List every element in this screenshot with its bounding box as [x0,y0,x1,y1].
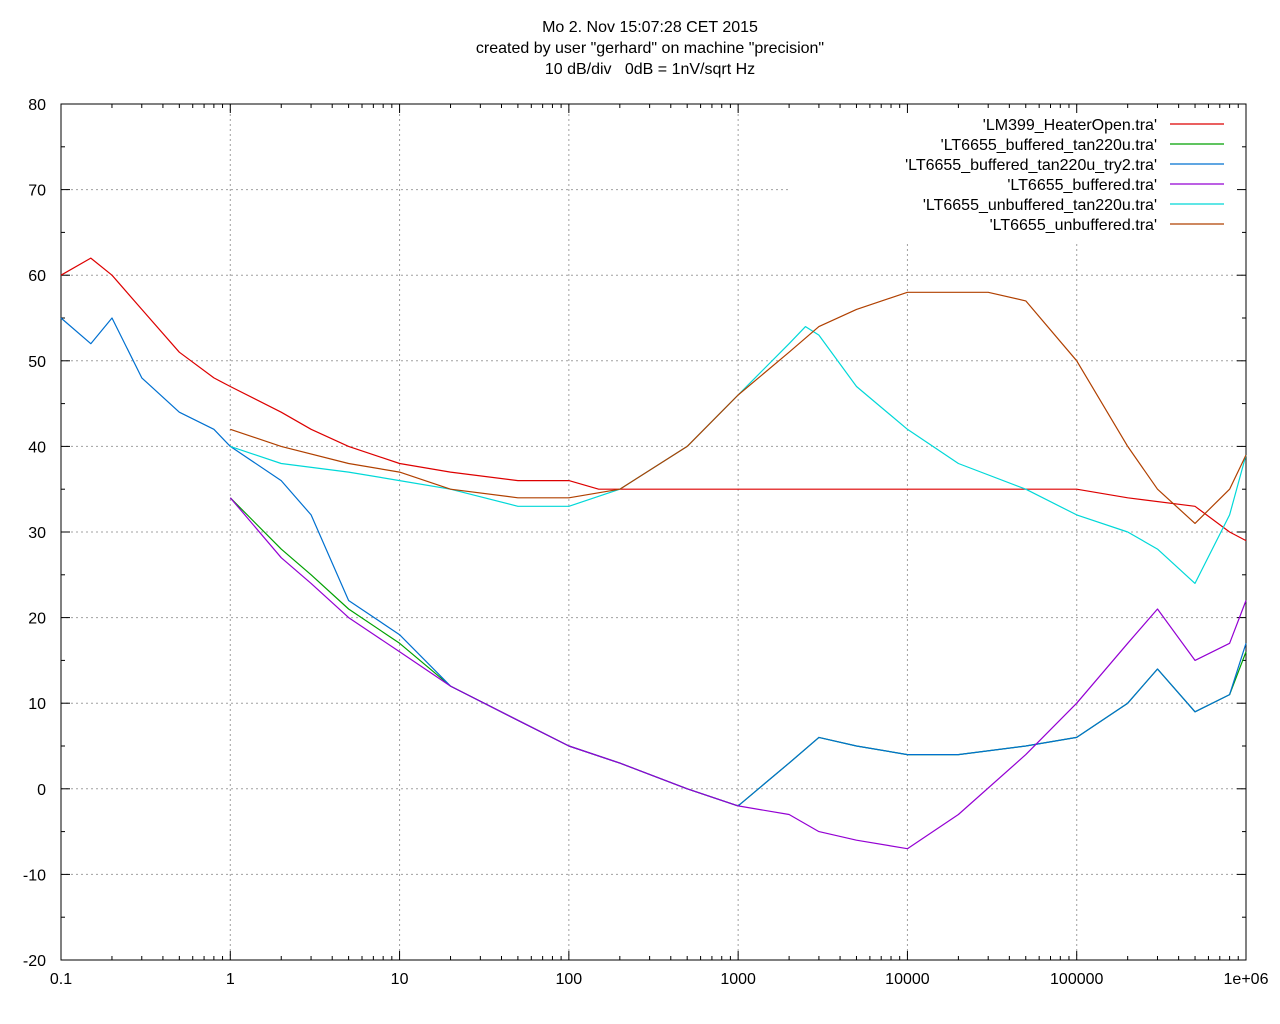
x-tick-label: 100 [556,971,583,988]
chart-header: Mo 2. Nov 15:07:28 CET 2015 created by u… [0,17,1280,80]
x-tick-label: 100000 [1050,971,1103,988]
y-tick-label: 20 [28,611,46,628]
y-tick-label: 10 [28,696,46,713]
series-line-4 [229,497,1247,850]
x-tick-label: 10000 [885,971,930,988]
legend-label-3: 'LT6655_buffered_tan220u_try2.tra' [905,157,1157,174]
series-line-6 [230,291,1247,525]
header-scale-info: 10 dB/div 0dB = 1nV/sqrt Hz [544,61,756,78]
y-tick-label: 70 [28,183,46,200]
legend-label-2: 'LT6655_buffered_tan220u.tra' [941,137,1157,154]
header-user-machine: created by user "gerhard" on machine "pr… [475,40,825,57]
legend-label-5: 'LT6655_unbuffered_tan220u.tra' [923,197,1157,214]
legend-label-1: 'LM399_HeaterOpen.tra' [983,117,1157,134]
y-tick-label: 0 [37,782,46,799]
y-tick-label: 40 [28,439,46,456]
y-tick-label: 50 [28,354,46,371]
series-line-5 [230,326,1247,585]
y-tick-label: 80 [28,97,46,114]
legend-label-4: 'LT6655_buffered.tra' [1007,177,1157,194]
x-tick-label: 1 [226,971,235,988]
y-tick-label: 30 [28,525,46,542]
x-tick-label: 1e+06 [1224,971,1269,988]
header-timestamp: Mo 2. Nov 15:07:28 CET 2015 [542,19,758,36]
x-tick-label: 0.1 [50,971,72,988]
x-tick-label: 1000 [720,971,756,988]
y-tick-label: -10 [23,867,46,884]
legend-box [790,108,1244,244]
y-tick-label: -20 [23,953,46,970]
x-tick-label: 10 [391,971,409,988]
y-tick-label: 60 [28,268,46,285]
legend-label-6: 'LT6655_unbuffered.tra' [990,217,1157,234]
series-line-1 [60,257,1247,542]
